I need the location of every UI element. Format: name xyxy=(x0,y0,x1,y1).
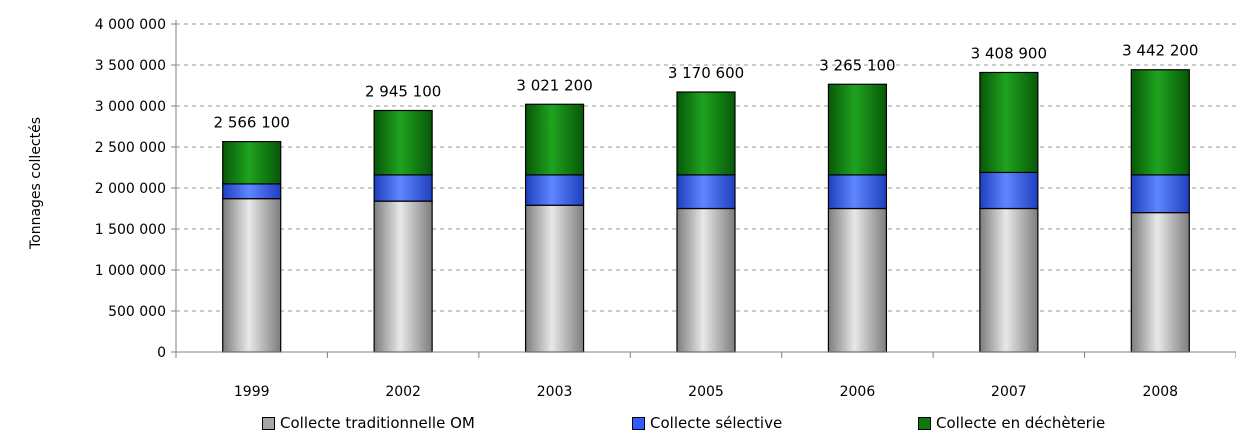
y-tick-label: 0 xyxy=(157,345,166,361)
x-tick-label: 2002 xyxy=(385,384,421,400)
x-tick-label: 2007 xyxy=(991,384,1027,400)
legend-label-selective: Collecte sélective xyxy=(650,414,783,432)
y-tick-label: 2 500 000 xyxy=(95,140,166,156)
bar-segment xyxy=(222,198,282,353)
legend-swatch-traditionnelle xyxy=(262,416,275,430)
x-tick-label: 2003 xyxy=(537,384,573,400)
bar-segment xyxy=(827,207,888,353)
bar-segment xyxy=(373,109,433,176)
bar-segment xyxy=(1130,69,1190,176)
y-axis-ticks: 0 500 000 1 000 000 1 500 000 2 000 000 2 500… xyxy=(95,17,177,361)
x-tick-label: 1999 xyxy=(234,384,270,400)
bar-segment xyxy=(827,174,888,210)
bar-total-label: 2 566 100 xyxy=(214,114,290,132)
bar-total-label: 3 408 900 xyxy=(971,44,1047,62)
x-axis: 1999 2002 2003 2005 2006 2007 2008 xyxy=(175,351,1236,400)
bar-segment xyxy=(222,140,282,185)
bar-segment xyxy=(979,171,1039,210)
legend-label-decheterie: Collecte en déchèterie xyxy=(936,414,1106,432)
bar-segment xyxy=(1130,174,1190,214)
y-tick-label: 3 000 000 xyxy=(95,99,166,115)
y-tick-label: 3 500 000 xyxy=(95,58,166,74)
bar-segment xyxy=(676,174,736,210)
bar-segment xyxy=(676,207,736,353)
bars-group xyxy=(222,69,1190,353)
bar-segment xyxy=(373,174,433,202)
bar-total-label: 3 170 600 xyxy=(668,64,744,82)
bar-segment xyxy=(979,71,1039,174)
bar-total-label: 2 945 100 xyxy=(365,83,441,101)
x-tick-label: 2006 xyxy=(840,384,876,400)
legend-swatch-decheterie xyxy=(918,416,931,430)
legend-item-traditionnelle: Collecte traditionnelle OM xyxy=(262,414,475,432)
bar-segment xyxy=(676,91,736,176)
legend-item-selective: Collecte sélective xyxy=(632,414,782,432)
bar-segment xyxy=(524,204,585,353)
stacked-bar-chart: 0 500 000 1 000 000 1 500 000 2 000 000 2 500… xyxy=(28,17,1236,400)
bar-segment xyxy=(222,183,282,200)
total-labels: 2 566 100 2 945 100 3 021 200 3 170 600 3 26… xyxy=(214,42,1199,132)
bar-segment xyxy=(524,103,585,176)
y-tick-label: 1 000 000 xyxy=(95,263,166,279)
x-tick-label: 2008 xyxy=(1142,384,1178,400)
y-tick-label: 2 000 000 xyxy=(95,181,166,197)
legend-item-decheterie: Collecte en déchèterie xyxy=(918,414,1105,432)
bar-segment xyxy=(979,207,1039,353)
bar-total-label: 3 021 200 xyxy=(516,76,592,94)
y-axis-label: Tonnages collectés xyxy=(28,117,44,250)
bar-total-label: 3 442 200 xyxy=(1122,42,1198,60)
bar-segment xyxy=(373,200,433,353)
y-tick-label: 1 500 000 xyxy=(95,222,166,238)
bar-segment xyxy=(1130,212,1190,353)
y-tick-label: 4 000 000 xyxy=(95,17,166,33)
y-tick-label: 500 000 xyxy=(108,304,166,320)
bar-segment xyxy=(827,83,888,176)
legend-label-traditionnelle: Collecte traditionnelle OM xyxy=(280,414,475,432)
x-tick-label: 2005 xyxy=(688,384,724,400)
legend-swatch-selective xyxy=(632,416,645,430)
bar-segment xyxy=(524,174,585,206)
legend: Collecte traditionnelle OM Collecte séle… xyxy=(0,414,1236,438)
bar-total-label: 3 265 100 xyxy=(819,56,895,74)
